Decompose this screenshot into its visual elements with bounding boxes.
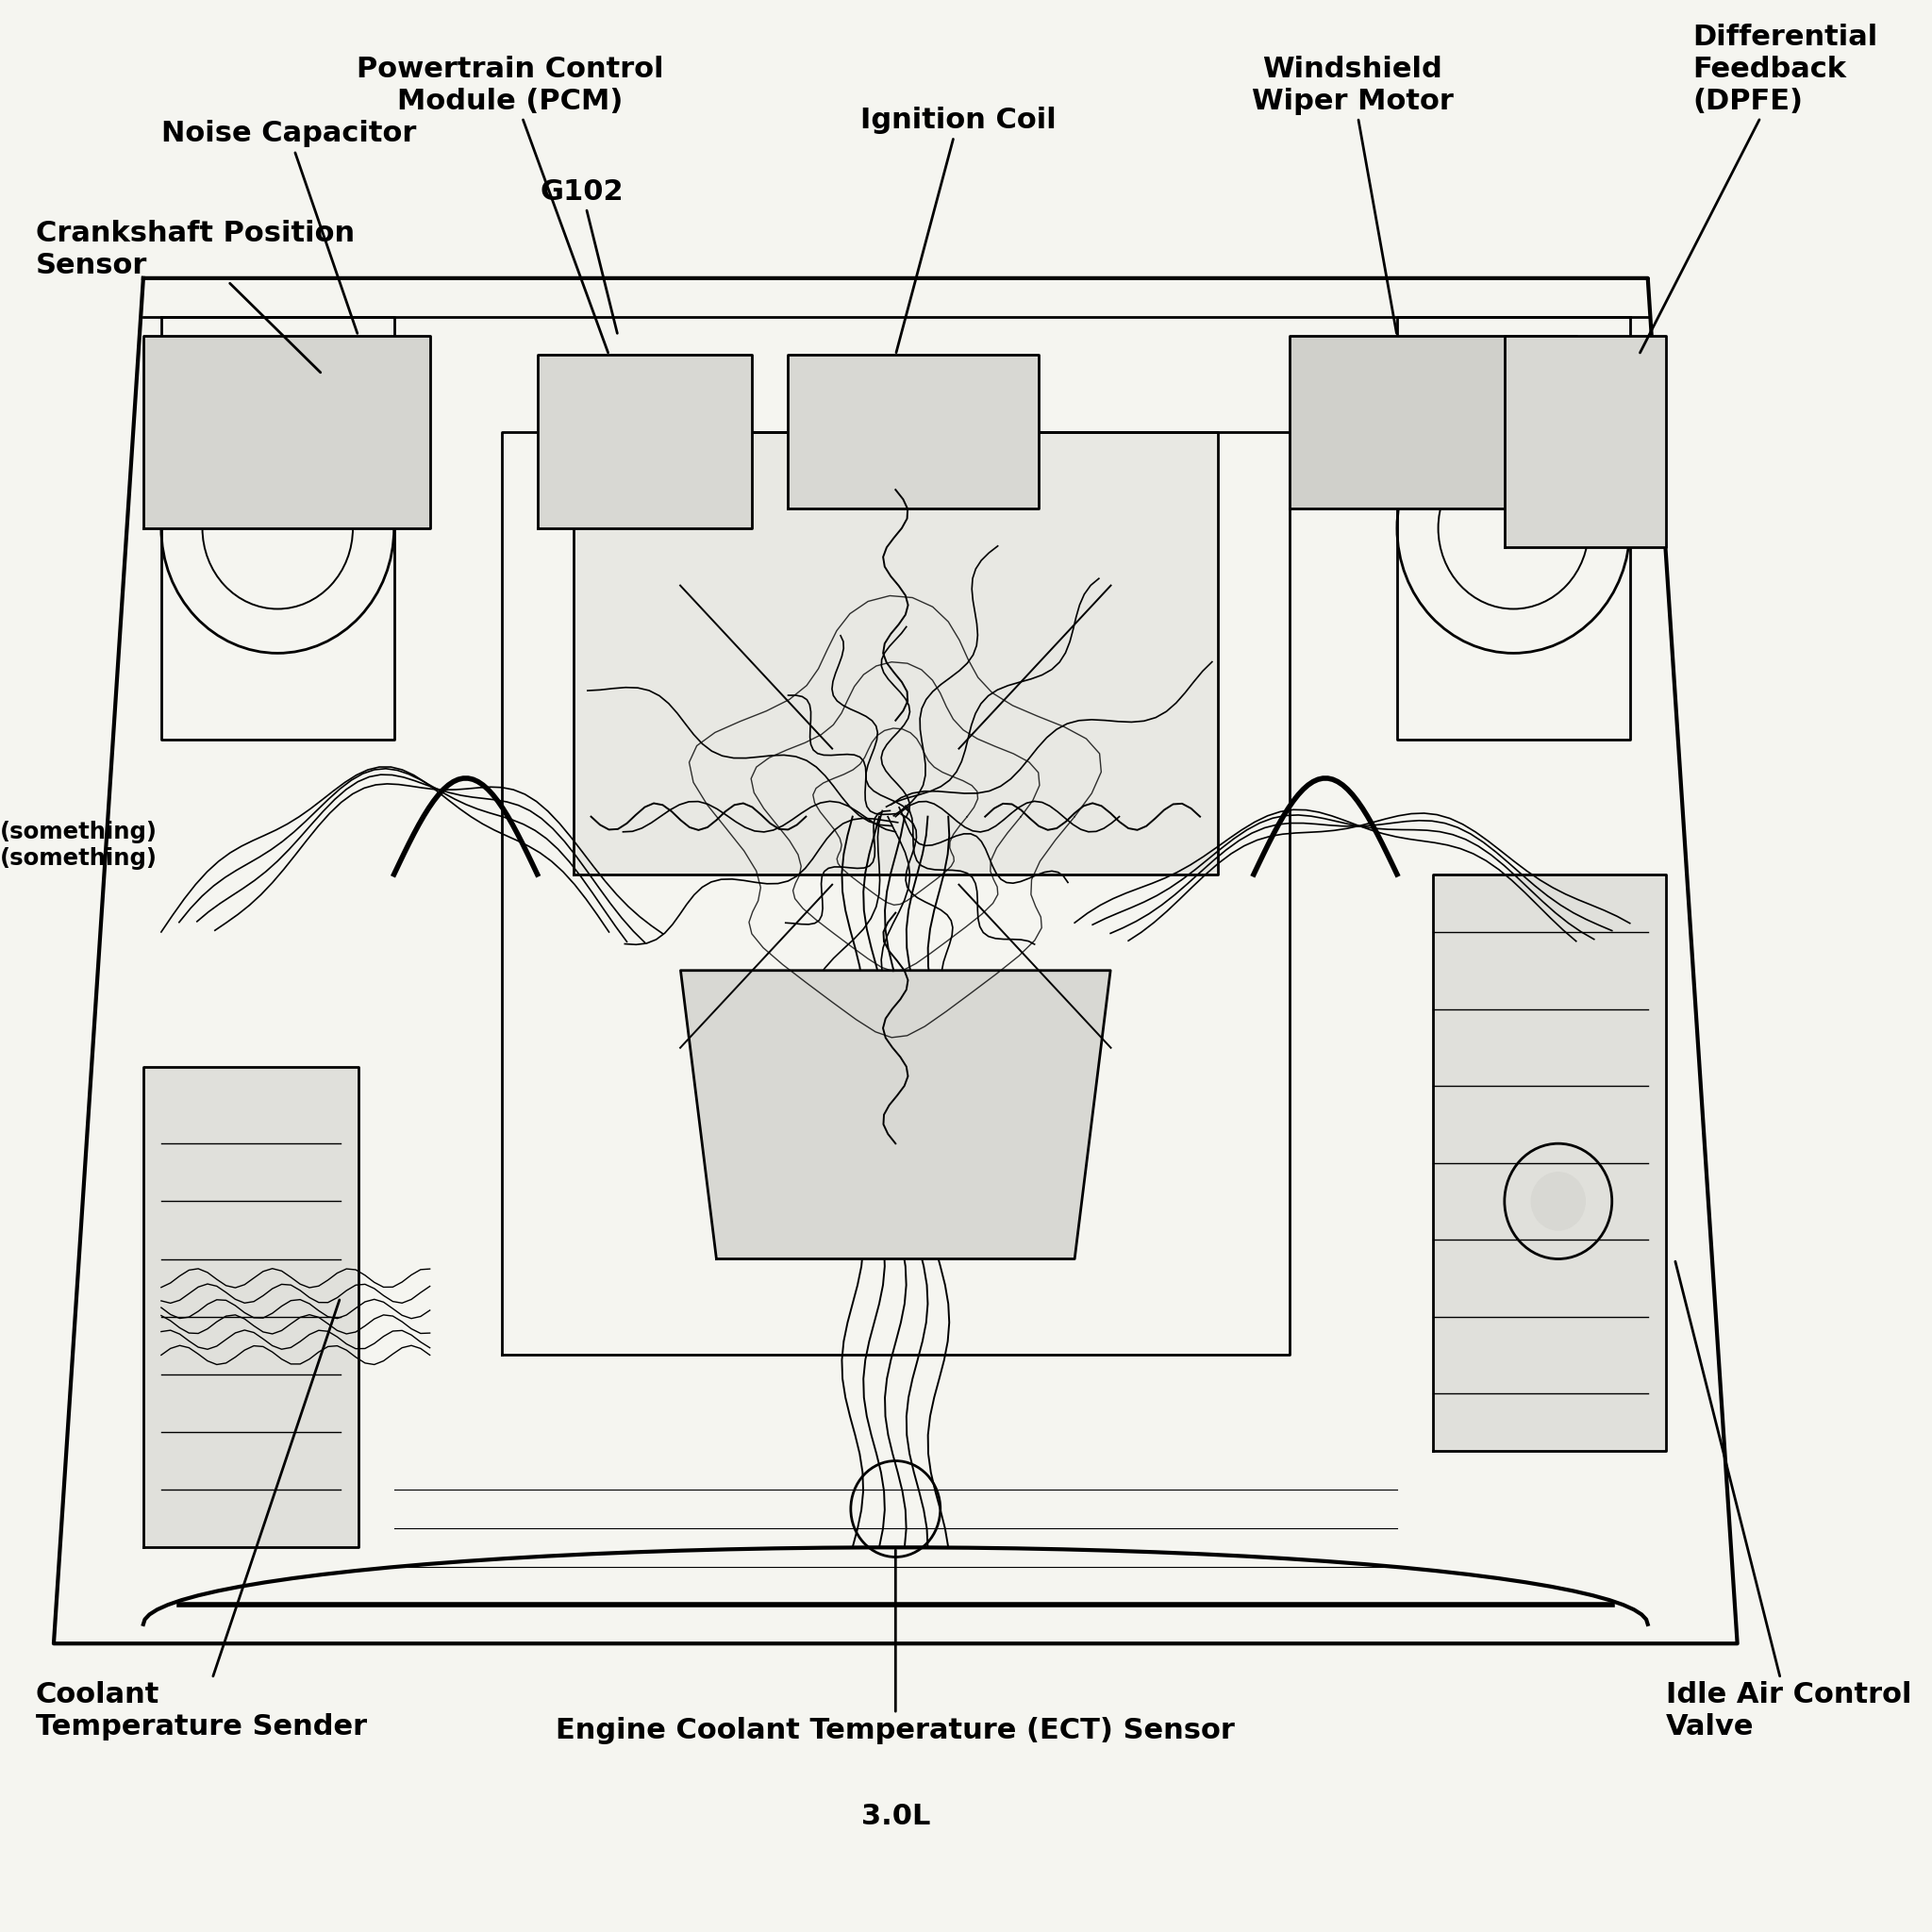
Text: Ignition Coil: Ignition Coil	[860, 106, 1057, 352]
Polygon shape	[537, 355, 752, 527]
Text: Powertrain Control
Module (PCM): Powertrain Control Module (PCM)	[357, 56, 665, 354]
Text: Idle Air Control
Valve: Idle Air Control Valve	[1665, 1262, 1911, 1741]
Polygon shape	[680, 970, 1111, 1260]
Text: G102: G102	[541, 178, 624, 334]
Polygon shape	[1505, 336, 1665, 547]
Text: (something)
(something): (something) (something)	[0, 821, 158, 869]
Polygon shape	[574, 433, 1217, 875]
Text: 3.0L: 3.0L	[862, 1803, 929, 1830]
Polygon shape	[143, 1066, 357, 1548]
Polygon shape	[143, 336, 429, 527]
Text: Crankshaft Position
Sensor: Crankshaft Position Sensor	[37, 220, 355, 373]
Text: Noise Capacitor: Noise Capacitor	[160, 120, 415, 334]
Text: Engine Coolant Temperature (ECT) Sensor: Engine Coolant Temperature (ECT) Sensor	[556, 1549, 1235, 1745]
Text: Coolant
Temperature Sender: Coolant Temperature Sender	[37, 1300, 367, 1741]
Polygon shape	[788, 355, 1039, 508]
Polygon shape	[1434, 875, 1665, 1451]
Circle shape	[1393, 381, 1472, 466]
Polygon shape	[1289, 336, 1577, 508]
Circle shape	[1532, 1173, 1584, 1231]
Text: Differential
Feedback
(DPFE): Differential Feedback (DPFE)	[1640, 23, 1878, 354]
Text: Windshield
Wiper Motor: Windshield Wiper Motor	[1252, 56, 1453, 334]
